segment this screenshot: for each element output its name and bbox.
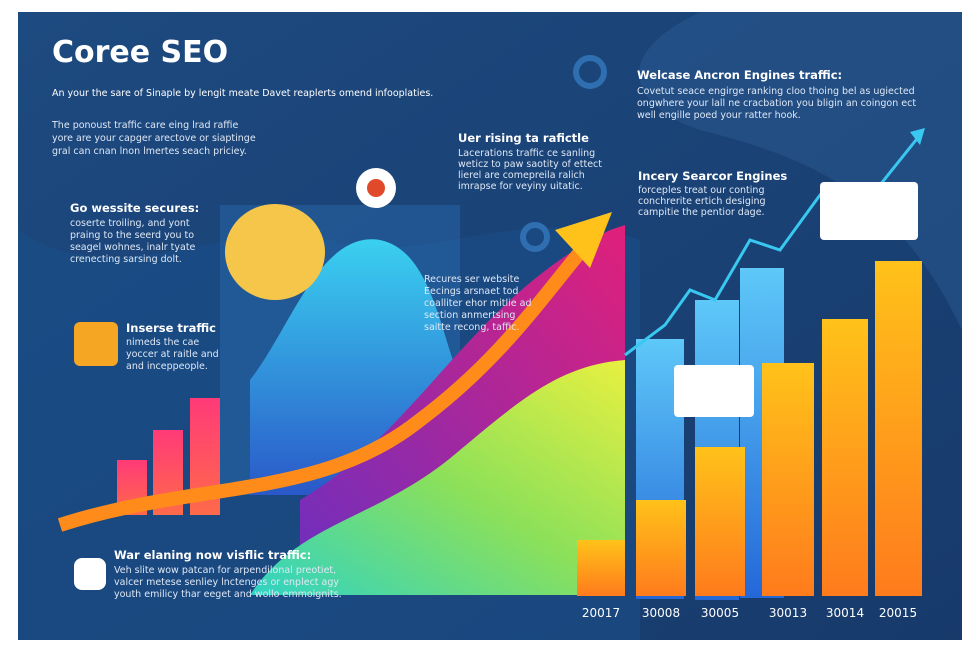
bubble xyxy=(225,204,325,300)
body-line: Veh slite wow patcan for arpendilonal pr… xyxy=(114,565,336,576)
intro-line: gral can cnan lnon lmertes seach priciey… xyxy=(52,146,247,157)
body-line: lierel are comepreila ralich xyxy=(458,170,585,181)
body-line: coserte troiling, and yont xyxy=(70,218,190,229)
trend-line xyxy=(57,235,596,532)
x-label: 30013 xyxy=(769,606,807,620)
browser-icon xyxy=(367,179,385,197)
heading: War elaning now visflic traffic: xyxy=(114,548,311,562)
body-line: Lacerations traffic ce sanling xyxy=(458,148,595,159)
bar xyxy=(822,319,868,596)
body-line: forceples treat our conting xyxy=(638,185,764,196)
intro-line: The ponoust traffic care eing lrad raffi… xyxy=(51,120,238,131)
arrow xyxy=(910,128,925,145)
body-line: weticz to paw saotity of ettect xyxy=(458,159,602,170)
x-label: 30008 xyxy=(642,606,680,620)
body-line: saitte recong, taffic. xyxy=(424,322,519,333)
body-line: ongwhere your lall ne cracbation you bli… xyxy=(637,98,916,109)
body-line: coalliter ehor mitlie ad xyxy=(424,298,532,309)
monitor xyxy=(820,182,918,240)
heading: Welcase Ancron Engines traffic: xyxy=(637,68,842,82)
ribbon xyxy=(250,360,625,595)
monitor xyxy=(674,365,754,417)
body-line: Eecings arsnaet tod xyxy=(424,286,518,297)
heading: Uer rising ta rafictle xyxy=(458,131,589,145)
body-line: yoccer at raitle and xyxy=(126,349,219,360)
bar xyxy=(577,540,625,596)
heading: Inserse traffic xyxy=(126,321,216,335)
bar xyxy=(636,500,686,596)
body-line: well engille poed your ratter hook. xyxy=(637,110,801,121)
wave xyxy=(639,12,962,330)
subtitle: An your the sare of Sinaple by lengit me… xyxy=(52,88,433,99)
bar xyxy=(695,447,745,596)
x-label: 20015 xyxy=(879,606,917,620)
body-line: seagel wohnes, inalr tyate xyxy=(70,242,196,253)
bar xyxy=(875,261,922,596)
body-line: Recures ser website xyxy=(424,274,519,285)
x-label: 20017 xyxy=(582,606,620,620)
search-icon xyxy=(74,558,106,590)
gear xyxy=(573,55,607,89)
bar xyxy=(762,363,814,596)
body-line: and inceppeople. xyxy=(126,361,208,372)
body-line: praing to the seerd you to xyxy=(70,230,194,241)
video-icon xyxy=(74,322,118,366)
heading: Go wessite secures: xyxy=(70,201,199,215)
body-line: section anmertsing xyxy=(424,310,515,321)
x-label: 30005 xyxy=(701,606,739,620)
intro-line: yore are your capger arectove or siaptin… xyxy=(52,133,256,144)
body-line: Covetut seace engirge ranking cloo thoin… xyxy=(637,86,915,97)
body-line: youth emilicy thar eeget and wollo emmoi… xyxy=(114,589,342,600)
body-line: nimeds the cae xyxy=(126,337,199,348)
body-line: conchrerite ertich desiging xyxy=(638,196,766,207)
body-line: campitie the pentior dage. xyxy=(638,207,765,218)
title: Coree SEO xyxy=(52,35,228,70)
gear xyxy=(520,222,550,252)
body-line: crenecting sarsing dolt. xyxy=(70,254,182,265)
heading: Incery Searcor Engines xyxy=(638,169,787,183)
x-label: 30014 xyxy=(826,606,864,620)
arrow xyxy=(555,212,612,268)
body-line: valcer metese senliey lnctenges or enple… xyxy=(114,577,339,588)
body-line: imrapse for veyiny uitatic. xyxy=(458,181,583,192)
